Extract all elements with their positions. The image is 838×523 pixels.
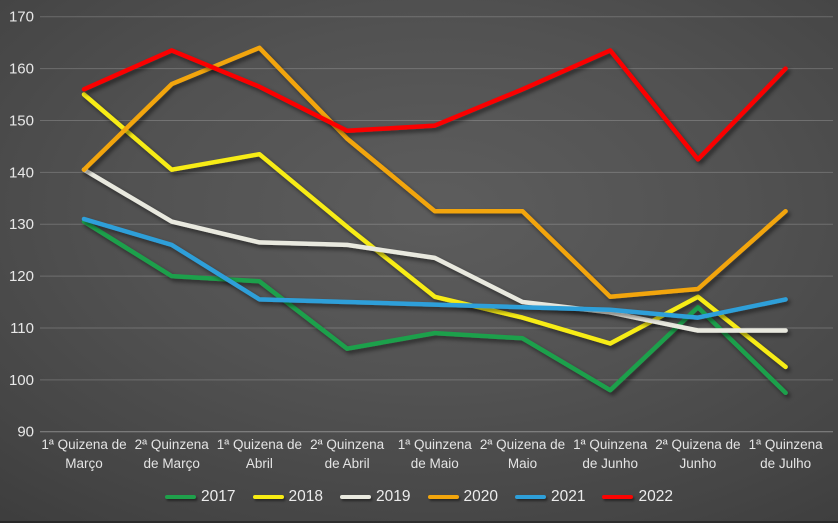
legend-label-2022: 2022 — [638, 488, 673, 505]
chart-legend: 2017 2018 2019 2020 2021 2022 — [0, 489, 838, 505]
legend-item-2018[interactable]: 2018 — [252, 488, 324, 505]
legend-label-2017: 2017 — [201, 488, 236, 505]
legend-label-2018: 2018 — [288, 488, 324, 505]
y-axis-label-120: 120 — [9, 268, 34, 285]
x-axis-label-1: 1ª Quizena de Março — [41, 437, 126, 471]
legend-swatch-2021 — [514, 494, 546, 499]
legend-item-2020[interactable]: 2020 — [427, 488, 498, 505]
y-axis-label-130: 130 — [9, 216, 34, 233]
x-axis-label-5: 1ª Quinzena de Maio — [398, 437, 473, 471]
series-line-2018[interactable] — [81, 92, 788, 370]
legend-label-2020: 2020 — [463, 488, 498, 505]
y-axis-label-140: 140 — [9, 164, 34, 181]
series-line-2017[interactable] — [81, 219, 788, 396]
y-axis-label-160: 160 — [9, 61, 34, 78]
y-axis-label-100: 100 — [9, 372, 34, 389]
x-axis-label-6: 2ª Quizena de Maio — [480, 437, 565, 471]
x-axis-label-4: 2ª Quinzena de Abril — [310, 437, 385, 471]
legend-swatch-2018 — [252, 494, 284, 499]
y-axis-label-110: 110 — [10, 320, 34, 337]
series-line-2020[interactable] — [81, 45, 788, 300]
x-axis-label-3: 1ª Quizena de Abril — [217, 437, 302, 471]
series-line-2019[interactable] — [81, 167, 788, 333]
y-axis-label-90: 90 — [17, 424, 34, 441]
legend-swatch-2022 — [602, 494, 634, 499]
y-axis-label-170: 170 — [9, 9, 34, 26]
legend-item-2017[interactable]: 2017 — [165, 488, 236, 505]
legend-item-2022[interactable]: 2022 — [602, 488, 673, 505]
x-axis-label-8: 2ª Quizena de Junho — [655, 437, 740, 471]
legend-label-2021: 2021 — [550, 488, 586, 505]
series-line-2022[interactable] — [81, 48, 788, 162]
legend-swatch-2020 — [427, 494, 459, 499]
legend-swatch-2017 — [165, 494, 197, 499]
legend-label-2019: 2019 — [376, 488, 411, 505]
y-axis-label-150: 150 — [9, 112, 34, 129]
legend-swatch-2019 — [340, 494, 372, 499]
series-line-2021[interactable] — [81, 216, 788, 320]
legend-item-2019[interactable]: 2019 — [340, 488, 411, 505]
x-axis-label-9: 1ª Quinzena de Julho — [749, 437, 824, 471]
legend-item-2021[interactable]: 2021 — [514, 488, 586, 505]
x-axis-label-7: 1ª Quinzena de Junho — [573, 437, 648, 471]
window-bottom-edge — [0, 521, 838, 523]
x-axis-label-2: 2ª Quinzena de Março — [135, 437, 210, 471]
